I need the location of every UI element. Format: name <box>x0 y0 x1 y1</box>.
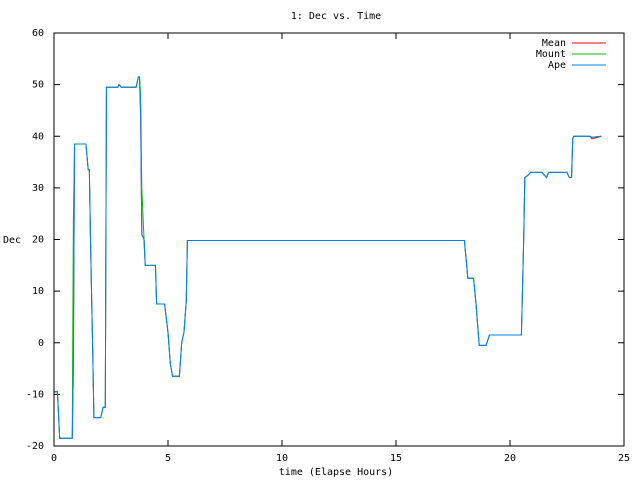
y-tick-label: -10 <box>26 389 44 400</box>
legend-label: Mount <box>536 49 566 60</box>
y-tick-label: 10 <box>32 286 44 297</box>
x-tick-label: 5 <box>165 453 171 464</box>
plot-border <box>53 32 625 447</box>
legend-label: Ape <box>548 60 566 71</box>
x-axis-label: time (Elapse Hours) <box>279 467 393 478</box>
y-tick-label: 30 <box>32 183 44 194</box>
chart-title: 1: Dec vs. Time <box>291 11 381 22</box>
y-axis-label: Dec <box>3 235 21 246</box>
x-tick-label: 0 <box>51 453 57 464</box>
x-tick-label: 20 <box>504 453 516 464</box>
x-tick-label: 15 <box>390 453 402 464</box>
y-tick-label: -20 <box>26 441 44 452</box>
x-tick-label: 25 <box>618 453 630 464</box>
y-tick-label: 20 <box>32 235 44 246</box>
y-tick-label: 50 <box>32 80 44 91</box>
y-tick-label: 60 <box>32 28 44 39</box>
legend-label: Mean <box>542 38 566 49</box>
y-tick-label: 0 <box>38 338 44 349</box>
y-tick-label: 40 <box>32 131 44 142</box>
x-tick-label: 10 <box>276 453 288 464</box>
series-line <box>54 76 602 439</box>
